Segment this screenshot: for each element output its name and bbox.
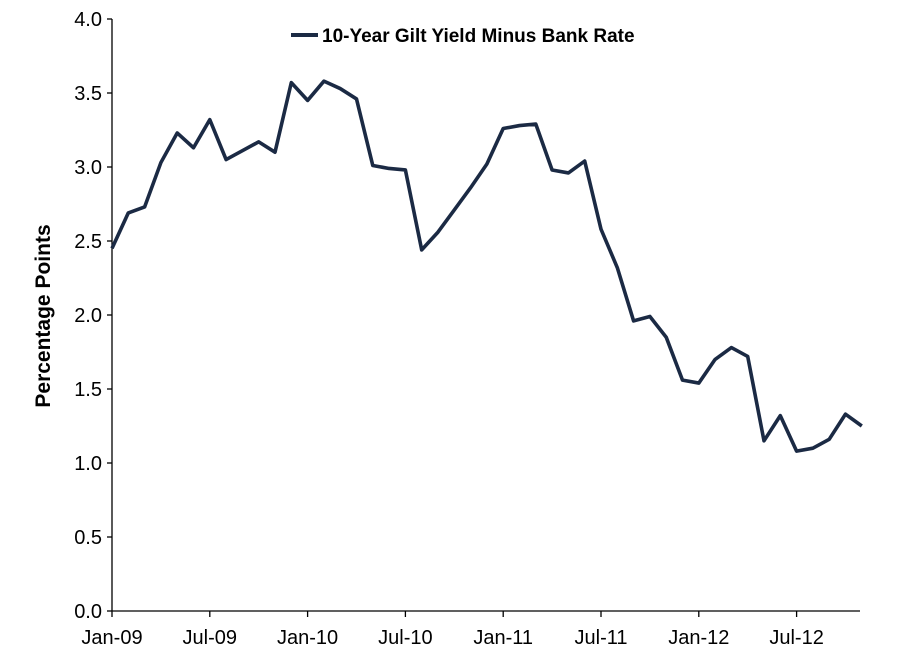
y-tick-label: 4.0 bbox=[74, 9, 102, 31]
y-tick-label: 2.0 bbox=[74, 305, 102, 327]
x-tick-label: Jul-12 bbox=[769, 627, 823, 649]
x-tick-label: Jan-11 bbox=[473, 627, 533, 649]
y-tick-label: 0.0 bbox=[74, 601, 102, 623]
series-layer bbox=[110, 79, 863, 453]
tick-marks bbox=[107, 18, 798, 617]
y-tick-label: 3.0 bbox=[74, 157, 102, 179]
x-tick-label: Jul-10 bbox=[378, 627, 432, 649]
legend-label: 10-Year Gilt Yield Minus Bank Rate bbox=[322, 26, 635, 47]
x-tick-label: Jul-11 bbox=[575, 627, 628, 649]
x-tick-label: Jan-12 bbox=[668, 627, 729, 649]
y-tick-label: 3.5 bbox=[74, 83, 102, 105]
y-tick-label: 1.0 bbox=[74, 453, 102, 475]
y-axis-title: Percentage Points bbox=[32, 224, 55, 407]
y-tick-label: 0.5 bbox=[74, 527, 102, 549]
tick-labels: 0.0 0.5 1.0 1.5 2.0 2.5 3.0 3.5 4.0 Jan-09 Jul-09 J… bbox=[74, 9, 824, 649]
y-tick-label: 1.5 bbox=[74, 379, 102, 401]
series-line bbox=[110, 79, 863, 453]
x-tick-label: Jan-10 bbox=[277, 627, 338, 649]
axes bbox=[111, 19, 860, 612]
x-tick-label: Jul-09 bbox=[183, 627, 237, 649]
legend: 10-Year Gilt Yield Minus Bank Rate bbox=[291, 26, 635, 47]
y-tick-label: 2.5 bbox=[74, 231, 102, 253]
x-tick-label: Jan-09 bbox=[81, 627, 142, 649]
